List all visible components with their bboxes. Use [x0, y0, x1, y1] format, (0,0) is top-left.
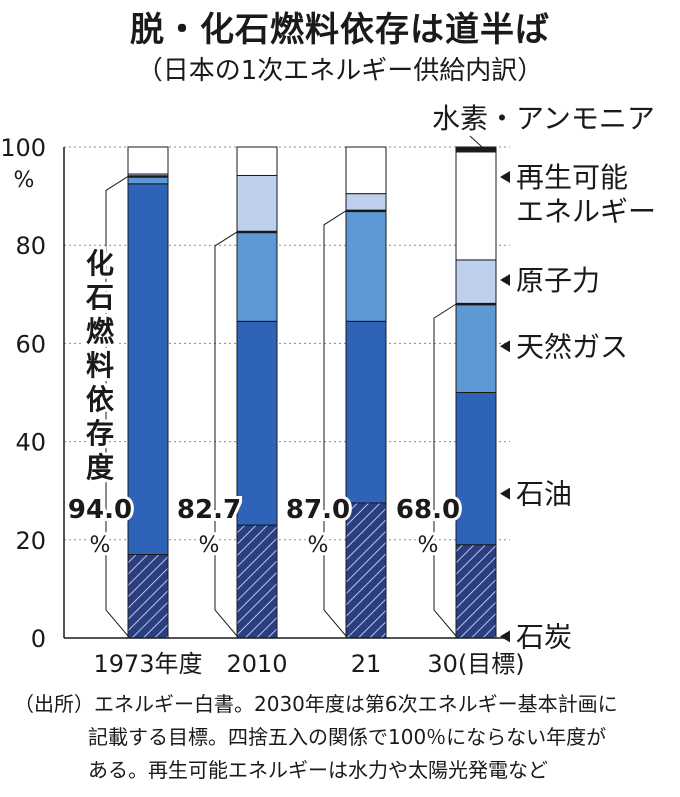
fossil-bracket	[105, 176, 129, 637]
bar-segment-nuclear	[455, 259, 497, 305]
y-tick-label: 80	[15, 232, 46, 260]
bar-segment-coal	[236, 524, 278, 639]
bar-segment-nuclear	[345, 193, 387, 212]
source-line-2: 記載する目標。四捨五入の関係で100％にならない年度が	[88, 725, 607, 749]
fossil-dependency-label-char: 存	[86, 417, 114, 450]
bar-segment-gas	[236, 231, 278, 322]
fossil-dependency-label-char: 燃	[86, 315, 115, 348]
fossil-dependency-label-char: 依	[86, 383, 115, 416]
fossil-dependency-label-char: 料	[86, 349, 114, 382]
fossil-bracket	[214, 231, 238, 637]
bar-segment-oil	[236, 320, 278, 526]
fossil-dependency-label-char: 度	[86, 451, 114, 484]
fossil-dependency-value: 94.0	[68, 495, 132, 525]
bar-segment-coal	[345, 502, 387, 639]
legend-arrow	[500, 274, 510, 287]
stacked-bar-chart: 0 20 40 60 80 100% 1973年度 2010 21 30(目標) 94.0% 82.…	[0, 102, 656, 678]
bar-segment-oil	[127, 183, 169, 556]
legend-label-hydrogen_ammonia: 水素・アンモニア	[432, 102, 655, 135]
bar-segment-renewable	[455, 151, 497, 261]
fossil-bracket	[433, 303, 457, 637]
chart-subtitle: （日本の1次エネルギー供給内訳）	[136, 56, 544, 86]
legend-arrow	[500, 487, 510, 500]
fossil-dependency-unit: %	[308, 533, 329, 558]
x-tick-label: 2010	[226, 650, 287, 678]
bar-segment-renewable	[236, 146, 278, 176]
legend-leader-hydrogen_ammonia	[469, 135, 483, 148]
bar-segment-oil	[455, 392, 497, 546]
fossil-dependency-value: 87.0	[286, 495, 350, 525]
source-note: （出所）エネルギー白書。2030年度は第6次エネルギー基本計画に 記載する目標。…	[14, 688, 674, 787]
bar-segment-gas	[455, 303, 497, 393]
legend-arrow	[500, 630, 510, 643]
legend-label-gas: 天然ガス	[516, 330, 628, 363]
fossil-dependency-value: 82.7	[177, 495, 241, 525]
legend-label-oil: 石油	[516, 478, 572, 511]
bar-segment-coal	[127, 554, 169, 639]
y-tick-label: 100	[0, 134, 46, 162]
y-tick-label: 0	[31, 625, 46, 653]
legend-label-renewable-line1: 再生可能	[516, 161, 628, 194]
y-unit-label: %	[14, 168, 35, 193]
y-tick-label: 60	[15, 330, 46, 358]
x-tick-label: 30(目標)	[427, 650, 524, 678]
bar-segment-nuclear	[236, 174, 278, 233]
source-line-3: ある。再生可能エネルギーは水力や太陽光発電など	[88, 758, 548, 782]
legend-arrow	[500, 171, 510, 183]
fossil-dependency-unit: %	[90, 533, 111, 558]
bar-segment-hydrogen_ammonia	[455, 146, 497, 153]
fossil-dependency-unit: %	[199, 533, 220, 558]
y-tick-label: 40	[15, 429, 46, 457]
legend-label-coal: 石炭	[516, 620, 572, 653]
legend-label-nuclear: 原子力	[516, 264, 600, 297]
legend-arrow	[500, 340, 510, 353]
bar-segment-coal	[455, 544, 497, 639]
legend-label-renewable-line2: エネルギー	[516, 195, 656, 228]
x-tick-label: 1973年度	[93, 650, 202, 678]
y-tick-label: 20	[15, 527, 46, 555]
x-tick-label: 21	[351, 650, 382, 678]
source-line-1: （出所）エネルギー白書。2030年度は第6次エネルギー基本計画に	[14, 692, 618, 716]
fossil-dependency-label-char: 石	[85, 281, 114, 314]
fossil-dependency-value: 68.0	[396, 495, 460, 525]
fossil-bracket	[323, 210, 347, 637]
chart-title: 脱・化石燃料依存は道半ば	[130, 10, 550, 50]
bar-segment-renewable	[127, 146, 169, 175]
bar-segment-oil	[345, 320, 387, 504]
fossil-dependency-label-char: 化	[86, 247, 114, 280]
bar-segment-gas	[345, 210, 387, 322]
bar-segment-renewable	[345, 146, 387, 195]
fossil-dependency-unit: %	[418, 533, 439, 558]
